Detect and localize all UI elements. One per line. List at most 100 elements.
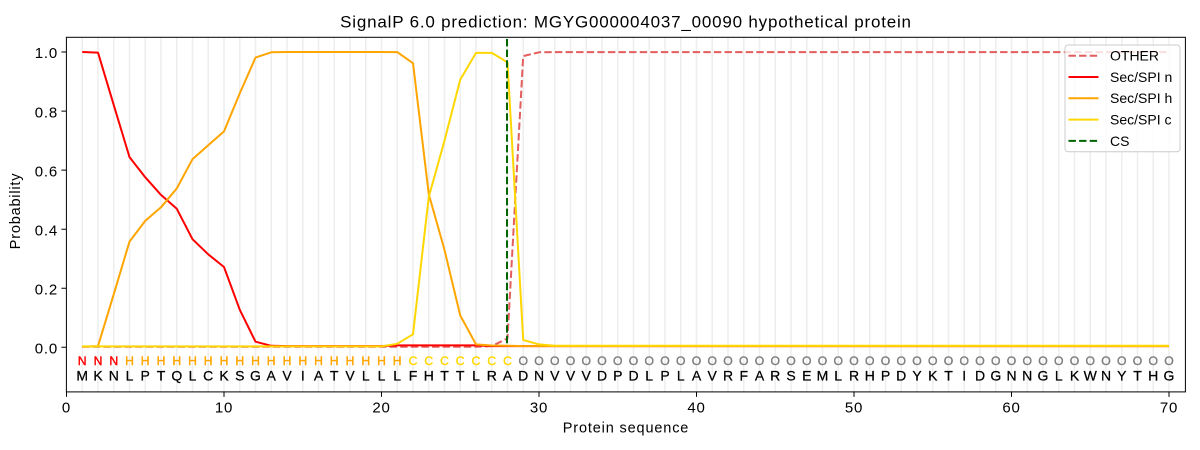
svg-text:H: H [235,354,244,368]
svg-text:M: M [817,368,829,384]
svg-text:O: O [1133,354,1142,368]
svg-text:L: L [393,368,401,384]
svg-text:O: O [629,354,638,368]
svg-text:0.2: 0.2 [35,281,58,298]
svg-text:N: N [109,368,119,384]
svg-text:Probability: Probability [8,173,24,250]
svg-text:CS: CS [1110,133,1129,149]
svg-text:0.8: 0.8 [35,104,58,121]
svg-text:D: D [975,368,985,384]
svg-text:T: T [330,368,339,384]
svg-text:20: 20 [372,400,390,417]
svg-text:H: H [330,354,339,368]
svg-text:V: V [566,368,576,384]
svg-text:O: O [692,354,701,368]
svg-text:0.4: 0.4 [35,222,58,239]
svg-text:N: N [1006,368,1016,384]
svg-text:O: O [818,354,827,368]
svg-text:G: G [1164,368,1175,384]
svg-text:T: T [440,368,449,384]
svg-text:H: H [1148,368,1158,384]
svg-text:Sec/SPI n: Sec/SPI n [1110,69,1172,85]
svg-text:O: O [644,354,653,368]
svg-text:H: H [204,354,213,368]
svg-text:D: D [518,368,528,384]
svg-text:H: H [125,354,134,368]
svg-text:O: O [802,354,811,368]
svg-text:70: 70 [1160,400,1178,417]
svg-text:OTHER: OTHER [1110,48,1159,64]
svg-text:L: L [189,368,197,384]
svg-text:K: K [928,368,938,384]
svg-text:N: N [534,368,544,384]
svg-text:H: H [188,354,197,368]
svg-text:D: D [896,368,906,384]
svg-text:W: W [1084,368,1098,384]
svg-text:A: A [692,368,702,384]
svg-text:V: V [282,368,292,384]
svg-text:H: H [157,354,166,368]
svg-text:Sec/SPI h: Sec/SPI h [1110,90,1172,106]
svg-text:C: C [503,354,512,368]
svg-text:O: O [1007,354,1016,368]
svg-text:O: O [676,354,685,368]
svg-text:O: O [881,354,890,368]
svg-text:P: P [613,368,622,384]
svg-text:C: C [424,354,433,368]
svg-text:L: L [645,368,653,384]
svg-text:R: R [487,368,497,384]
svg-text:R: R [770,368,780,384]
svg-text:G: G [1038,368,1049,384]
svg-text:H: H [251,354,260,368]
svg-text:D: D [628,368,638,384]
svg-text:N: N [1101,368,1111,384]
svg-text:V: V [550,368,560,384]
svg-text:D: D [597,368,607,384]
svg-text:S: S [235,368,244,384]
svg-text:O: O [1148,354,1157,368]
svg-text:V: V [345,368,355,384]
svg-text:L: L [126,368,134,384]
svg-text:K: K [1070,368,1080,384]
svg-text:Y: Y [912,368,922,384]
svg-text:Q: Q [171,368,182,384]
svg-text:A: A [267,368,277,384]
svg-text:O: O [723,354,732,368]
svg-text:H: H [346,354,355,368]
svg-text:O: O [581,354,590,368]
svg-text:C: C [203,368,213,384]
svg-text:A: A [755,368,765,384]
svg-text:60: 60 [1002,400,1020,417]
svg-text:T: T [456,368,465,384]
svg-text:O: O [755,354,764,368]
svg-text:O: O [786,354,795,368]
svg-text:H: H [141,354,150,368]
svg-text:P: P [660,368,669,384]
svg-text:O: O [849,354,858,368]
svg-text:H: H [314,354,323,368]
svg-text:R: R [849,368,859,384]
svg-text:H: H [361,354,370,368]
svg-text:0: 0 [62,400,71,417]
svg-text:O: O [991,354,1000,368]
svg-text:Sec/SPI c: Sec/SPI c [1110,112,1171,128]
svg-text:N: N [94,354,103,368]
svg-text:O: O [739,354,748,368]
svg-text:O: O [550,354,559,368]
svg-text:A: A [503,368,513,384]
svg-text:K: K [219,368,229,384]
svg-text:T: T [944,368,953,384]
svg-text:L: L [677,368,685,384]
svg-text:1.0: 1.0 [35,45,58,62]
svg-text:G: G [250,368,261,384]
svg-text:T: T [1133,368,1142,384]
svg-text:O: O [1022,354,1031,368]
svg-text:L: L [1055,368,1063,384]
svg-text:E: E [802,368,811,384]
svg-text:O: O [912,354,921,368]
svg-text:L: L [834,368,842,384]
svg-text:O: O [534,354,543,368]
svg-text:O: O [770,354,779,368]
svg-text:N: N [78,354,87,368]
svg-text:F: F [409,368,418,384]
